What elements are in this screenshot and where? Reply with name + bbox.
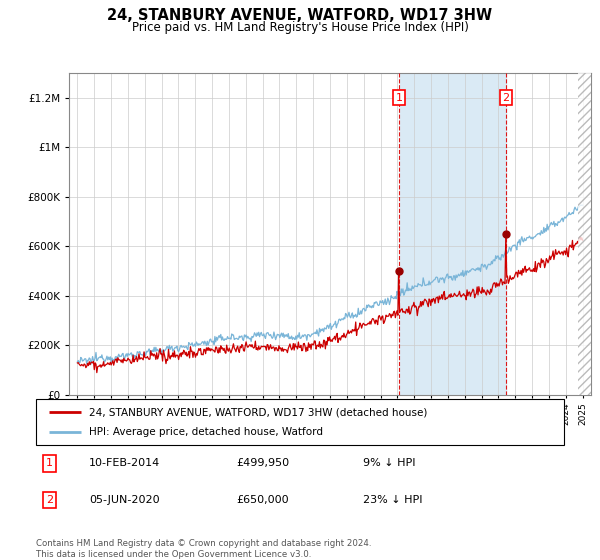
Text: £650,000: £650,000 (236, 495, 289, 505)
Text: £499,950: £499,950 (236, 459, 290, 468)
Text: 1: 1 (46, 459, 53, 468)
Text: 10-FEB-2014: 10-FEB-2014 (89, 459, 160, 468)
Text: 2: 2 (502, 92, 509, 102)
Text: 9% ↓ HPI: 9% ↓ HPI (364, 459, 416, 468)
Text: HPI: Average price, detached house, Watford: HPI: Average price, detached house, Watf… (89, 427, 323, 437)
Text: 2: 2 (46, 495, 53, 505)
Text: Contains HM Land Registry data © Crown copyright and database right 2024.
This d: Contains HM Land Registry data © Crown c… (36, 539, 371, 559)
Text: Price paid vs. HM Land Registry's House Price Index (HPI): Price paid vs. HM Land Registry's House … (131, 21, 469, 34)
Text: 24, STANBURY AVENUE, WATFORD, WD17 3HW: 24, STANBURY AVENUE, WATFORD, WD17 3HW (107, 8, 493, 24)
Polygon shape (578, 73, 591, 395)
Text: 05-JUN-2020: 05-JUN-2020 (89, 495, 160, 505)
Text: 1: 1 (395, 92, 403, 102)
Text: 24, STANBURY AVENUE, WATFORD, WD17 3HW (detached house): 24, STANBURY AVENUE, WATFORD, WD17 3HW (… (89, 407, 427, 417)
FancyBboxPatch shape (36, 399, 564, 445)
Text: 23% ↓ HPI: 23% ↓ HPI (364, 495, 423, 505)
